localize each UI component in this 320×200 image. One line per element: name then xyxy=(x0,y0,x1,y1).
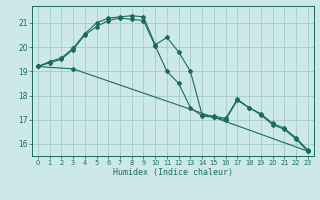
X-axis label: Humidex (Indice chaleur): Humidex (Indice chaleur) xyxy=(113,168,233,177)
